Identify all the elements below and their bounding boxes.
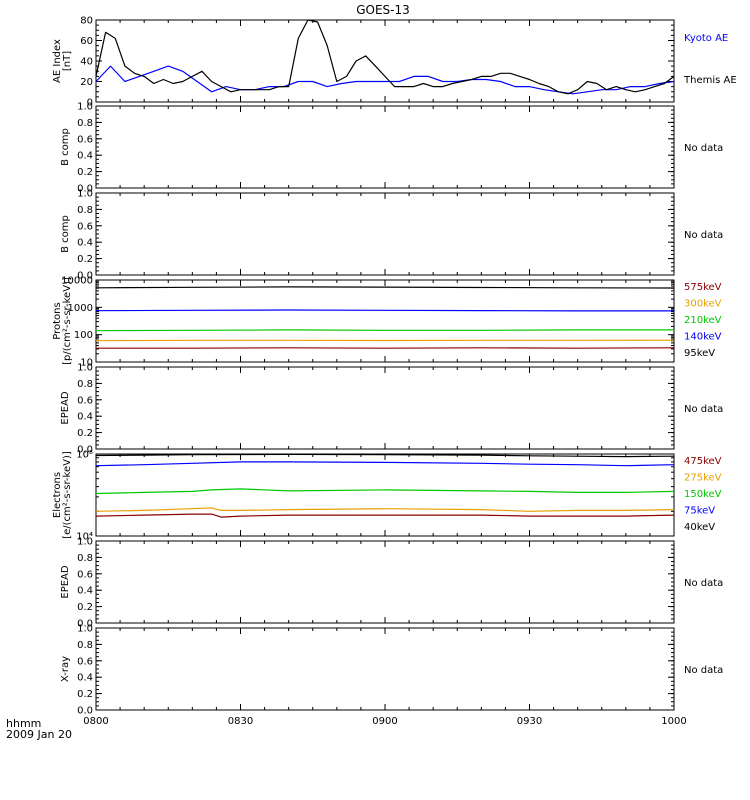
y-tick-label-ae: 0 [87,98,93,109]
y-tick-label-epead-1: 0.2 [77,428,93,439]
panel-frame-protons [95,279,675,363]
y-axis-label-electrons: Electrons [52,472,63,518]
y-tick-label-x-ray: 1.0 [77,624,93,635]
series-line-275kev [95,507,675,512]
legend-entry-210kev: 210keV [684,315,722,326]
legend-entry-475kev: 475keV [684,456,722,467]
series-line-210kev [95,329,674,332]
y-tick-label-b-comp-1: 0.8 [77,118,93,129]
chart-title: GOES-13 [356,3,410,17]
y-tick-label-epead-2: 0.4 [77,586,93,597]
y-tick-label-b-comp-1: 0.0 [77,184,93,195]
y-axis-label-epead-1: EPEAD [60,391,71,425]
series-line-95kev [95,286,675,289]
y-tick-label-epead-1: 1.0 [77,363,93,374]
y-axis-label-ae: AE Index [52,39,63,83]
legend-entry-140kev: 140keV [684,332,722,343]
y-tick-label-epead-2: 0.6 [77,569,93,580]
panel-frame-b-comp-1 [95,105,675,189]
y-tick-label-b-comp-2: 0.6 [77,221,93,232]
y-tick-label-protons: 10000 [61,276,93,287]
y-tick-label-b-comp-1: 0.4 [77,151,93,162]
y-tick-label-x-ray: 0.4 [77,673,93,684]
no-data-note-epead-1: No data [684,404,723,415]
no-data-note-b-comp-2: No data [684,230,723,241]
legend-entry-kyoto-ae: Kyoto AE [684,33,728,44]
y-axis-label-electrons: [e/(cm²-s-sr-keV)] [62,451,73,539]
y-tick-label-electrons: 10⁴ [76,532,93,543]
series-line-kyoto-ae [95,65,675,95]
legend-entry-75kev: 75keV [684,506,715,517]
y-tick-label-ae: 40 [80,57,93,68]
x-tick-label: 0800 [83,716,108,727]
panel-frame-electrons [95,453,675,537]
series-line-475kev [95,513,675,518]
legend-entry-275kev: 275keV [684,473,722,484]
series-line-40kev [95,453,675,458]
y-tick-label-x-ray: 0.8 [77,640,93,651]
series-line-themis-ae [95,19,675,95]
legend-entry-themis-ae: Themis AE [683,75,737,86]
y-tick-label-b-comp-1: 0.2 [77,167,93,178]
y-tick-label-epead-2: 1.0 [77,537,93,548]
series-line-75kev [95,461,675,467]
y-tick-label-x-ray: 0.0 [77,706,93,717]
legend-entry-40kev: 40keV [684,522,715,533]
no-data-note-epead-2: No data [684,578,723,589]
series-line-140kev [95,309,674,312]
y-axis-label-b-comp-2: B comp [60,215,71,253]
series-line-150kev [95,488,675,495]
y-tick-label-protons: 100 [74,330,93,341]
y-tick-label-x-ray: 0.2 [77,689,93,700]
y-axis-label-epead-2: EPEAD [60,565,71,599]
y-axis-label-protons: Protons [52,302,63,339]
y-axis-label-protons: [p/(cm²-s-sr-keV)] [62,277,73,365]
y-tick-label-x-ray: 0.6 [77,656,93,667]
y-tick-label-epead-1: 0.0 [77,445,93,456]
y-tick-label-epead-1: 0.6 [77,395,93,406]
y-tick-label-protons: 1000 [68,303,93,314]
series-line-300kev [95,339,675,342]
legend-entry-95kev: 95keV [684,348,715,359]
date-label: 2009 Jan 20 [6,728,72,741]
y-tick-label-b-comp-1: 0.6 [77,134,93,145]
panel-frame-epead-2 [95,540,675,624]
y-tick-label-b-comp-2: 0.2 [77,254,93,265]
y-tick-label-epead-1: 0.4 [77,412,93,423]
y-tick-label-b-comp-2: 1.0 [77,189,93,200]
y-axis-label-ae: [nT] [62,51,73,71]
no-data-note-b-comp-1: No data [684,143,723,154]
y-tick-label-b-comp-2: 0.8 [77,205,93,216]
panel-frame-ae [95,19,675,103]
x-tick-label: 0830 [228,716,253,727]
panel-frame-x-ray [95,627,675,711]
legend-entry-150kev: 150keV [684,489,722,500]
legend-entry-575kev: 575keV [684,282,722,293]
y-tick-label-b-comp-1: 1.0 [77,102,93,113]
y-axis-label-b-comp-1: B comp [60,128,71,166]
no-data-note-x-ray: No data [684,665,723,676]
y-tick-label-epead-1: 0.8 [77,379,93,390]
y-axis-label-x-ray: X-ray [60,656,71,682]
y-tick-label-b-comp-2: 0.0 [77,271,93,282]
y-tick-label-electrons: 10⁵ [76,450,93,461]
y-tick-label-epead-2: 0.2 [77,602,93,613]
y-tick-label-ae: 20 [80,77,93,88]
panel-frame-epead-1 [95,366,675,450]
x-tick-label: 0900 [372,716,397,727]
x-tick-label: 0930 [517,716,542,727]
x-tick-label: 1000 [661,716,686,727]
time-label: hhmm [6,717,41,730]
y-tick-label-protons: 10 [80,358,93,369]
y-tick-label-b-comp-2: 0.4 [77,238,93,249]
panel-frame-b-comp-2 [95,192,675,276]
y-tick-label-ae: 80 [80,16,93,27]
y-tick-label-ae: 60 [80,36,93,47]
y-tick-label-epead-2: 0.8 [77,553,93,564]
legend-entry-300kev: 300keV [684,299,722,310]
y-tick-label-epead-2: 0.0 [77,619,93,630]
